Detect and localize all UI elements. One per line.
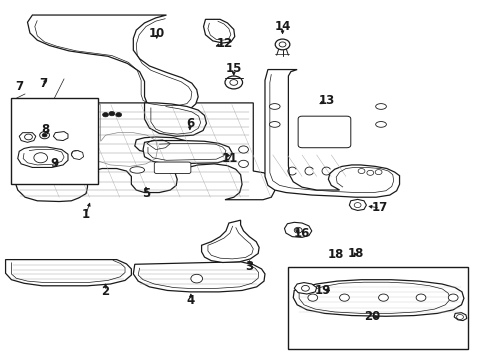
Polygon shape — [5, 260, 131, 286]
Text: 10: 10 — [148, 27, 164, 40]
Text: 5: 5 — [142, 187, 150, 200]
Circle shape — [42, 134, 47, 137]
Text: 18: 18 — [327, 248, 343, 261]
Circle shape — [447, 294, 457, 301]
Circle shape — [415, 294, 425, 301]
Circle shape — [238, 160, 248, 167]
Polygon shape — [453, 313, 466, 320]
Text: 20: 20 — [364, 310, 380, 324]
Text: 14: 14 — [274, 20, 290, 33]
Circle shape — [71, 150, 81, 158]
Text: 8: 8 — [41, 123, 50, 136]
FancyBboxPatch shape — [154, 162, 190, 174]
Ellipse shape — [62, 111, 85, 119]
Polygon shape — [294, 283, 316, 294]
Circle shape — [378, 294, 387, 301]
Text: 7: 7 — [15, 80, 23, 93]
Text: 3: 3 — [245, 260, 253, 273]
Circle shape — [26, 134, 36, 140]
Polygon shape — [264, 69, 399, 197]
Text: 12: 12 — [216, 36, 233, 50]
Polygon shape — [18, 147, 68, 167]
Circle shape — [26, 147, 36, 154]
Circle shape — [307, 294, 317, 301]
Polygon shape — [27, 15, 198, 110]
Circle shape — [374, 170, 381, 175]
Text: 18: 18 — [347, 247, 363, 260]
Polygon shape — [71, 150, 83, 159]
Circle shape — [224, 76, 242, 89]
Circle shape — [34, 153, 47, 163]
Ellipse shape — [130, 167, 144, 173]
Text: 17: 17 — [371, 202, 387, 215]
Text: 16: 16 — [293, 226, 309, 239]
FancyBboxPatch shape — [298, 116, 350, 148]
Circle shape — [339, 294, 348, 301]
Ellipse shape — [269, 104, 280, 109]
Circle shape — [366, 170, 373, 175]
Text: 9: 9 — [50, 157, 59, 170]
Polygon shape — [144, 103, 206, 136]
Polygon shape — [201, 220, 259, 262]
Text: 15: 15 — [225, 62, 242, 75]
Text: 7: 7 — [40, 77, 47, 90]
Text: 11: 11 — [221, 152, 238, 165]
Text: 2: 2 — [102, 285, 109, 298]
Polygon shape — [53, 132, 68, 140]
Polygon shape — [203, 19, 234, 43]
Text: 6: 6 — [185, 117, 194, 130]
Ellipse shape — [375, 122, 386, 127]
Ellipse shape — [269, 122, 280, 127]
Polygon shape — [135, 137, 188, 153]
Circle shape — [238, 146, 248, 153]
Circle shape — [116, 113, 122, 117]
Polygon shape — [293, 280, 463, 316]
Polygon shape — [19, 133, 36, 142]
Bar — [11, 98, 98, 184]
Circle shape — [357, 168, 364, 174]
Polygon shape — [133, 262, 264, 292]
Ellipse shape — [375, 104, 386, 109]
Circle shape — [275, 39, 289, 50]
Text: 13: 13 — [318, 94, 334, 107]
Circle shape — [190, 274, 202, 283]
Polygon shape — [348, 199, 366, 211]
Text: 4: 4 — [186, 294, 195, 307]
Polygon shape — [284, 222, 311, 237]
FancyBboxPatch shape — [21, 162, 58, 174]
Bar — [288, 267, 467, 349]
Polygon shape — [14, 103, 274, 202]
Polygon shape — [143, 140, 232, 164]
Circle shape — [102, 113, 108, 117]
Circle shape — [109, 112, 115, 116]
Text: 1: 1 — [82, 208, 90, 221]
Text: 19: 19 — [314, 284, 330, 297]
